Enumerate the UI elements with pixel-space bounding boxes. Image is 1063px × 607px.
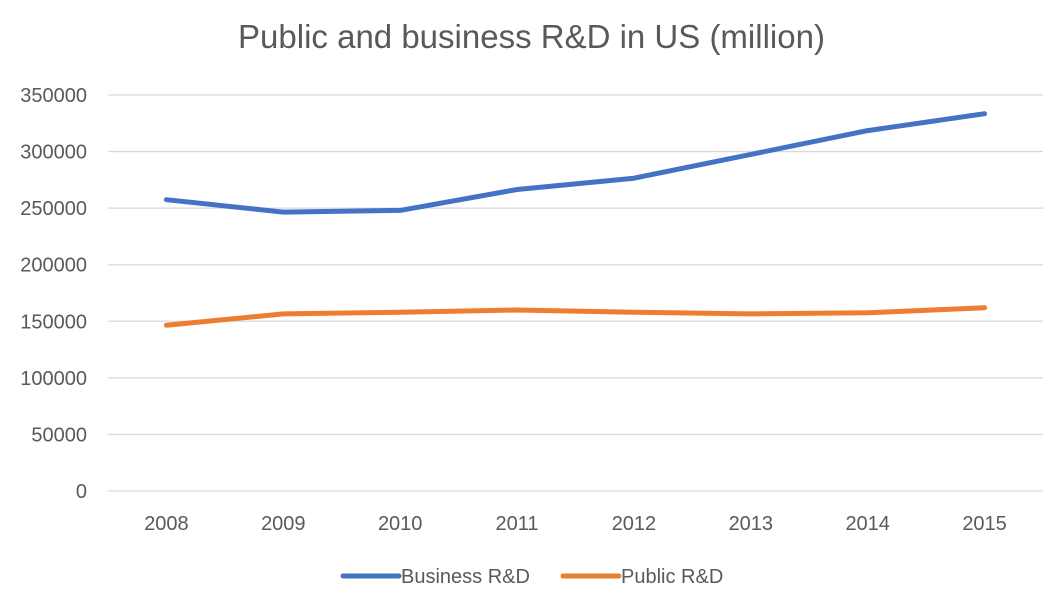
y-tick-label: 50000 [31,424,87,446]
series-lines [163,111,988,328]
y-tick-label: 200000 [20,255,87,277]
y-tick-label: 350000 [20,85,87,107]
x-tick-label: 2013 [729,513,774,535]
y-tick-label: 0 [76,481,87,503]
y-tick-label: 100000 [20,368,87,390]
legend: Business R&D Public R&D [340,566,723,588]
x-axis-tick-labels: 2008 2009 2010 2011 2012 2013 2014 2015 [144,513,1007,535]
series-line-business-rd [163,111,988,215]
legend-label: Business R&D [401,566,530,588]
x-tick-label: 2014 [845,513,890,535]
x-tick-label: 2012 [612,513,657,535]
legend-label: Public R&D [621,566,723,588]
x-tick-label: 2008 [144,513,189,535]
y-tick-label: 250000 [20,198,87,220]
y-tick-label: 300000 [20,142,87,164]
x-tick-label: 2015 [962,513,1007,535]
chart-title: Public and business R&D in US (million) [238,18,825,55]
x-tick-label: 2010 [378,513,423,535]
y-tick-label: 150000 [20,311,87,333]
gridlines [108,94,1043,492]
x-tick-label: 2009 [261,513,306,535]
x-tick-label: 2011 [496,513,539,535]
y-axis-tick-labels: 0 50000 100000 150000 200000 250000 300000 3500… [20,85,87,503]
series-line-public-rd [163,305,988,328]
